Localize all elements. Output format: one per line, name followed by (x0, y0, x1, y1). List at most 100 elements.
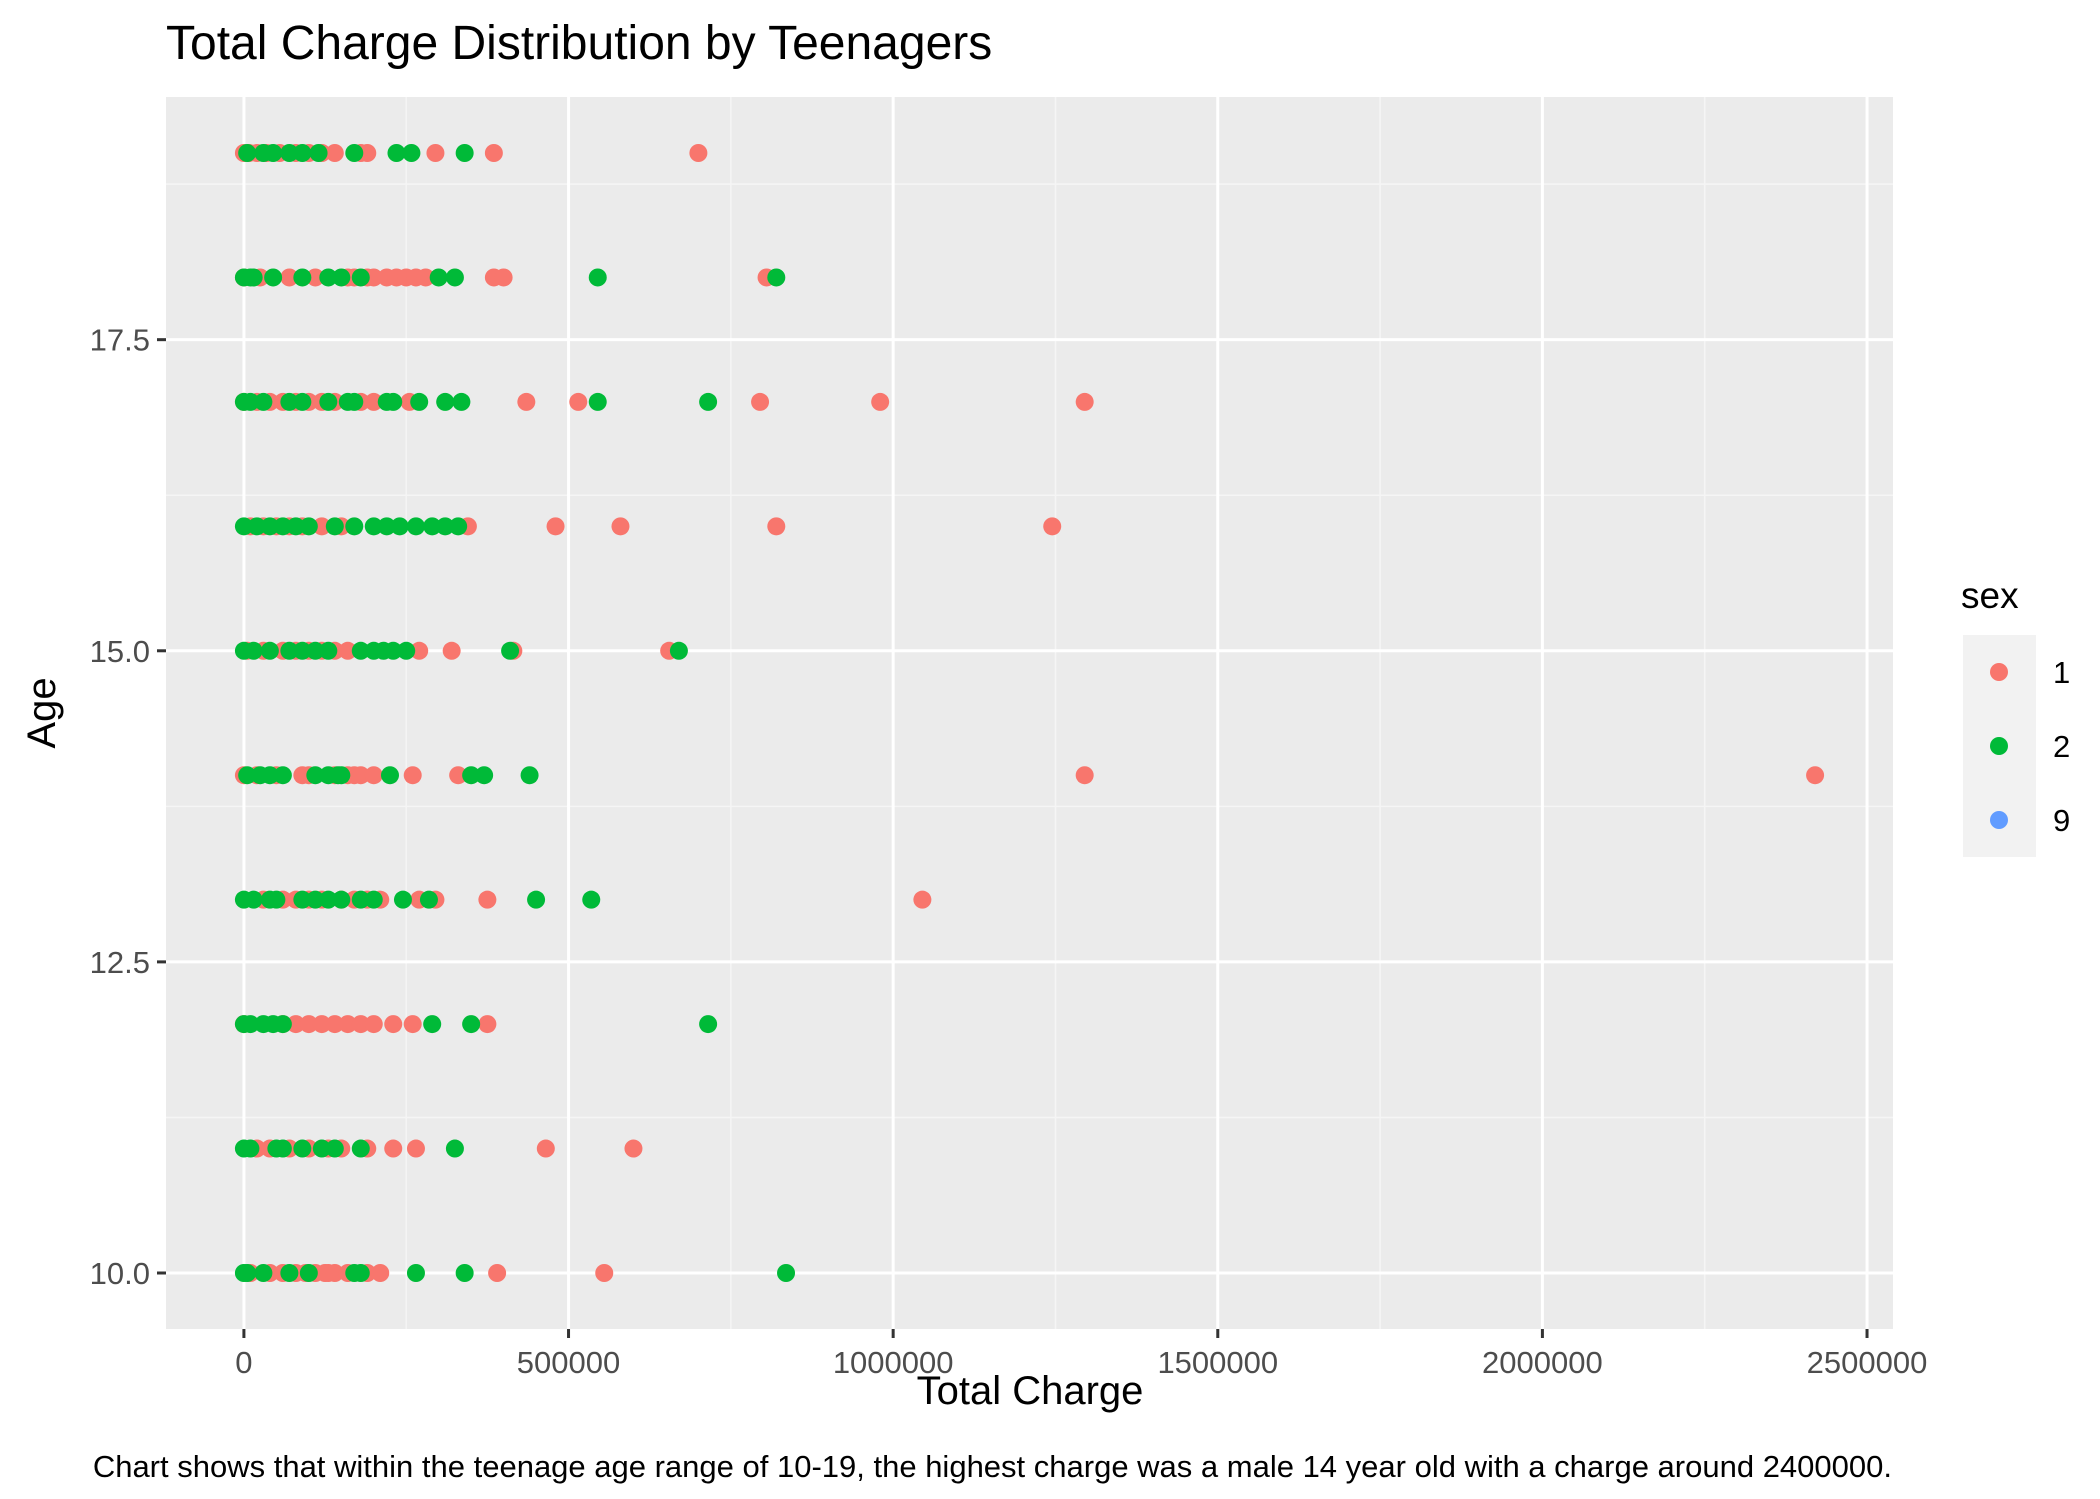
data-point (345, 517, 364, 536)
data-point (403, 766, 422, 785)
data-point (689, 144, 708, 162)
data-point (260, 517, 279, 536)
data-point (1075, 392, 1094, 411)
data-point (312, 1139, 331, 1158)
data-point (426, 144, 445, 162)
data-point (286, 517, 305, 536)
data-point (319, 890, 338, 909)
data-point (699, 1015, 718, 1034)
chart-title: Total Charge Distribution by Teenagers (166, 17, 992, 70)
data-point (611, 517, 630, 536)
data-point (913, 890, 932, 909)
chart-caption: Chart shows that within the teenage age … (93, 1449, 1892, 1484)
legend-key (1990, 811, 2008, 829)
x-tick-label: 1500000 (1157, 1345, 1278, 1380)
data-point (416, 268, 435, 287)
data-point (247, 517, 266, 536)
data-point (484, 144, 503, 162)
data-point (1806, 766, 1825, 785)
data-point (293, 268, 312, 287)
data-point (306, 268, 325, 287)
data-point (423, 517, 442, 536)
data-point (449, 766, 468, 785)
data-point (429, 268, 448, 287)
y-tick-label: 12.5 (90, 945, 150, 980)
x-axis-title: Total Charge (917, 1369, 1144, 1413)
data-point (595, 1264, 614, 1282)
data-point (1043, 517, 1062, 536)
data-point (244, 268, 263, 287)
data-point (478, 1015, 497, 1034)
y-tick-label: 10.0 (90, 1256, 150, 1291)
data-point (273, 1139, 292, 1158)
data-point (280, 392, 299, 411)
data-point (423, 1015, 442, 1034)
data-point (293, 144, 312, 162)
data-point (488, 1264, 507, 1282)
data-point (384, 1015, 403, 1034)
data-point (351, 890, 370, 909)
data-point (286, 1015, 305, 1034)
data-point (624, 1139, 643, 1158)
data-point (588, 268, 607, 287)
y-tick-label: 17.5 (90, 323, 150, 358)
data-point (325, 1139, 344, 1158)
data-point (475, 766, 494, 785)
data-point (462, 766, 481, 785)
data-point (546, 517, 565, 536)
data-point (517, 392, 536, 411)
data-point (410, 641, 429, 660)
data-point (449, 517, 468, 536)
data-point (238, 1264, 257, 1282)
data-point (306, 641, 325, 660)
data-point (280, 1264, 299, 1282)
data-points (234, 144, 1825, 1282)
data-point (241, 1015, 260, 1034)
data-point (397, 641, 416, 660)
data-point (264, 144, 283, 162)
data-point (403, 1015, 422, 1034)
data-point (406, 517, 425, 536)
data-point (371, 1264, 390, 1282)
y-tick-label: 15.0 (90, 634, 150, 669)
data-point (241, 392, 260, 411)
data-point (280, 144, 299, 162)
data-point (345, 144, 364, 162)
data-point (332, 890, 351, 909)
data-point (280, 268, 299, 287)
data-point (520, 766, 539, 785)
data-point (699, 392, 718, 411)
data-point (501, 641, 520, 660)
legend-items: 1 2 9 (1990, 655, 2070, 838)
data-point (527, 890, 546, 909)
data-point (244, 890, 263, 909)
data-point (494, 268, 513, 287)
data-point (299, 1015, 318, 1034)
data-point (254, 1264, 273, 1282)
data-point (384, 1139, 403, 1158)
data-point (273, 1015, 292, 1034)
data-point (455, 144, 474, 162)
data-point (445, 268, 464, 287)
data-point (1075, 766, 1094, 785)
data-point (293, 392, 312, 411)
data-point (390, 517, 409, 536)
data-point (332, 766, 351, 785)
data-point (351, 641, 370, 660)
data-point (452, 392, 471, 411)
data-point (751, 392, 770, 411)
data-point (436, 392, 455, 411)
data-point (280, 641, 299, 660)
data-point (325, 517, 344, 536)
data-point (358, 144, 377, 162)
data-point (325, 1015, 344, 1034)
x-axis-ticks: 0 500000 1000000 1500000 2000000 2500000 (235, 1329, 1927, 1380)
data-point (319, 392, 338, 411)
data-point (238, 766, 257, 785)
data-point (436, 517, 455, 536)
data-point (364, 890, 383, 909)
data-point (338, 1015, 357, 1034)
y-axis-title: Age (20, 677, 64, 748)
data-point (260, 766, 279, 785)
